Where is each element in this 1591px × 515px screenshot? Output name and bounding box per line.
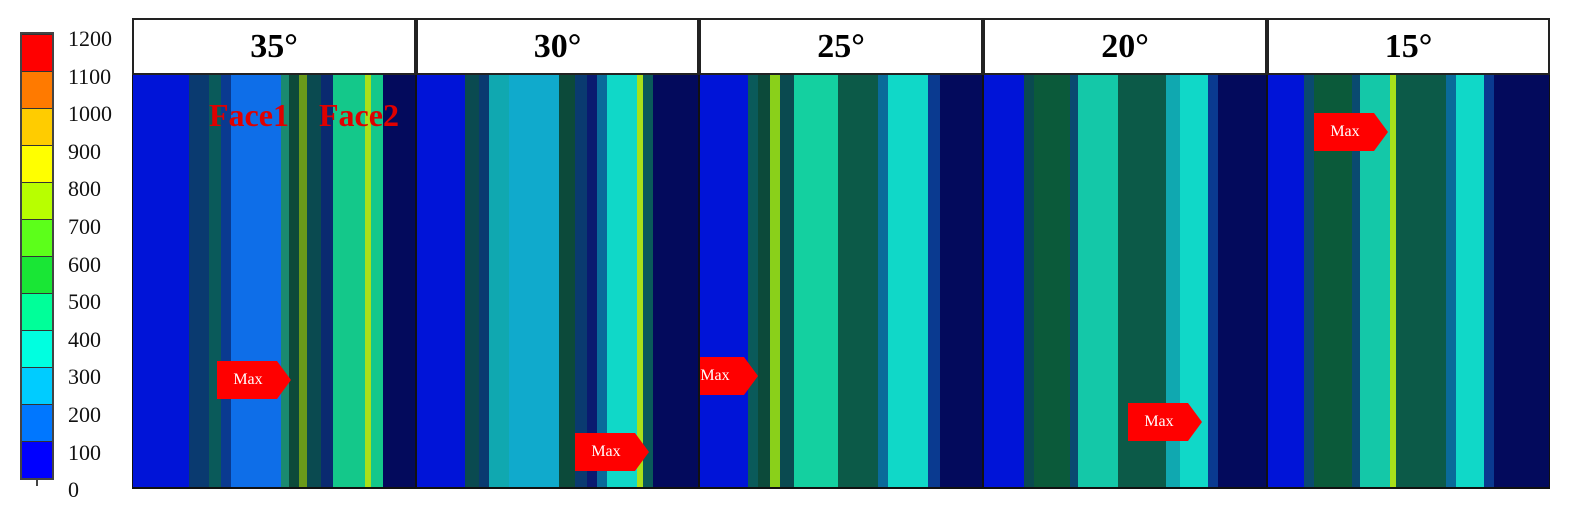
- legend-swatch: [22, 293, 52, 330]
- legend-swatch: [22, 145, 52, 182]
- max-label: Max: [700, 367, 730, 384]
- legend-tick-label: 300: [68, 364, 101, 390]
- panel-25: 25° Max: [699, 18, 983, 489]
- legend-swatch: [22, 34, 52, 71]
- legend-tick-label: 900: [68, 138, 101, 164]
- panel-20: 20° Max: [983, 18, 1267, 489]
- max-label: Max: [1144, 413, 1174, 430]
- legend-swatch: [22, 108, 52, 145]
- panel-35: 35° Face1 Face2 Max: [132, 18, 416, 489]
- legend-swatch: [22, 71, 52, 108]
- max-label: Max: [1330, 123, 1360, 140]
- color-legend: 1200 1100 1000 900 800 700 600 500 400 300 200 100 0: [0, 0, 130, 515]
- contour-figure: 35° Face1 Face2 Max 30°: [132, 18, 1550, 489]
- panel-title: 30°: [416, 18, 699, 75]
- panel-title: 15°: [1267, 18, 1550, 75]
- legend-axis-mark: [36, 478, 38, 486]
- legend-swatch: [22, 256, 52, 293]
- legend-tick-label: 800: [68, 176, 101, 202]
- panel-15: 15° Max: [1267, 18, 1550, 489]
- legend-tick-label: 1100: [68, 63, 112, 89]
- legend-tick-label: 500: [68, 289, 101, 315]
- legend-swatch: [22, 182, 52, 219]
- panel-contour: Max: [416, 75, 699, 489]
- panel-30: 30° Max: [416, 18, 699, 489]
- panel-contour: Max: [983, 75, 1267, 489]
- max-label: Max: [233, 371, 263, 388]
- legend-tick-label: 700: [68, 214, 101, 239]
- legend-swatch: [22, 441, 52, 478]
- legend-tick-label: 600: [68, 251, 101, 277]
- max-label: Max: [591, 443, 621, 460]
- panel-contour: Max: [699, 75, 983, 489]
- panel-title: 25°: [699, 18, 983, 75]
- legend-tick-label: 400: [68, 326, 101, 352]
- legend-swatch: [22, 404, 52, 441]
- panel-contour: Max: [1267, 75, 1550, 489]
- legend-tick-label: 1000: [68, 101, 112, 127]
- face1-label: Face1: [209, 97, 289, 133]
- panel-contour: Face1 Face2 Max: [132, 75, 416, 489]
- legend-tick-label: 0: [68, 477, 79, 503]
- legend-tick-label: 1200: [68, 26, 112, 51]
- legend-swatch: [22, 367, 52, 404]
- face2-label: Face2: [319, 97, 399, 133]
- panel-title: 20°: [983, 18, 1267, 75]
- legend-swatch: [22, 219, 52, 256]
- legend-swatch: [22, 330, 52, 367]
- legend-tick-label: 200: [68, 402, 101, 427]
- legend-color-bar: [20, 32, 54, 480]
- panel-title: 35°: [132, 18, 416, 75]
- legend-tick-label: 100: [68, 439, 101, 465]
